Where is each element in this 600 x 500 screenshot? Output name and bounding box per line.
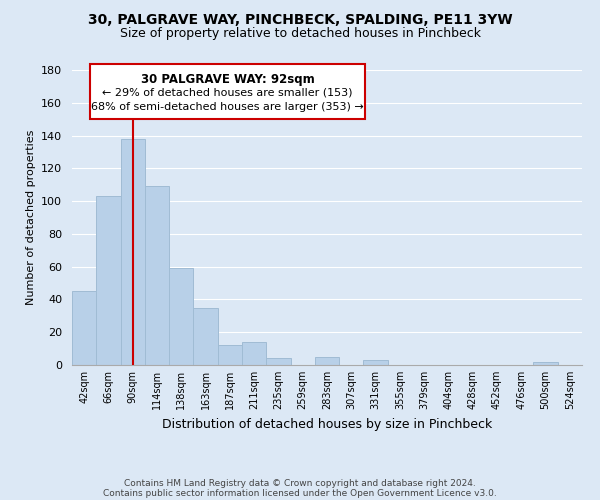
Bar	[218, 346, 242, 365]
Y-axis label: Number of detached properties: Number of detached properties	[26, 130, 35, 305]
Bar	[72, 291, 96, 365]
Text: Contains HM Land Registry data © Crown copyright and database right 2024.: Contains HM Land Registry data © Crown c…	[124, 478, 476, 488]
Bar	[266, 358, 290, 365]
Bar	[96, 196, 121, 365]
Bar	[315, 357, 339, 365]
Bar	[169, 268, 193, 365]
FancyBboxPatch shape	[90, 64, 365, 118]
Bar	[533, 362, 558, 365]
Text: Contains public sector information licensed under the Open Government Licence v3: Contains public sector information licen…	[103, 488, 497, 498]
Text: 30, PALGRAVE WAY, PINCHBECK, SPALDING, PE11 3YW: 30, PALGRAVE WAY, PINCHBECK, SPALDING, P…	[88, 12, 512, 26]
Text: 68% of semi-detached houses are larger (353) →: 68% of semi-detached houses are larger (…	[91, 102, 364, 113]
Bar	[145, 186, 169, 365]
Bar	[242, 342, 266, 365]
Text: ← 29% of detached houses are smaller (153): ← 29% of detached houses are smaller (15…	[102, 88, 353, 98]
Text: 30 PALGRAVE WAY: 92sqm: 30 PALGRAVE WAY: 92sqm	[140, 73, 314, 86]
Bar	[121, 139, 145, 365]
Text: Size of property relative to detached houses in Pinchbeck: Size of property relative to detached ho…	[119, 28, 481, 40]
X-axis label: Distribution of detached houses by size in Pinchbeck: Distribution of detached houses by size …	[162, 418, 492, 430]
Bar	[193, 308, 218, 365]
Bar	[364, 360, 388, 365]
